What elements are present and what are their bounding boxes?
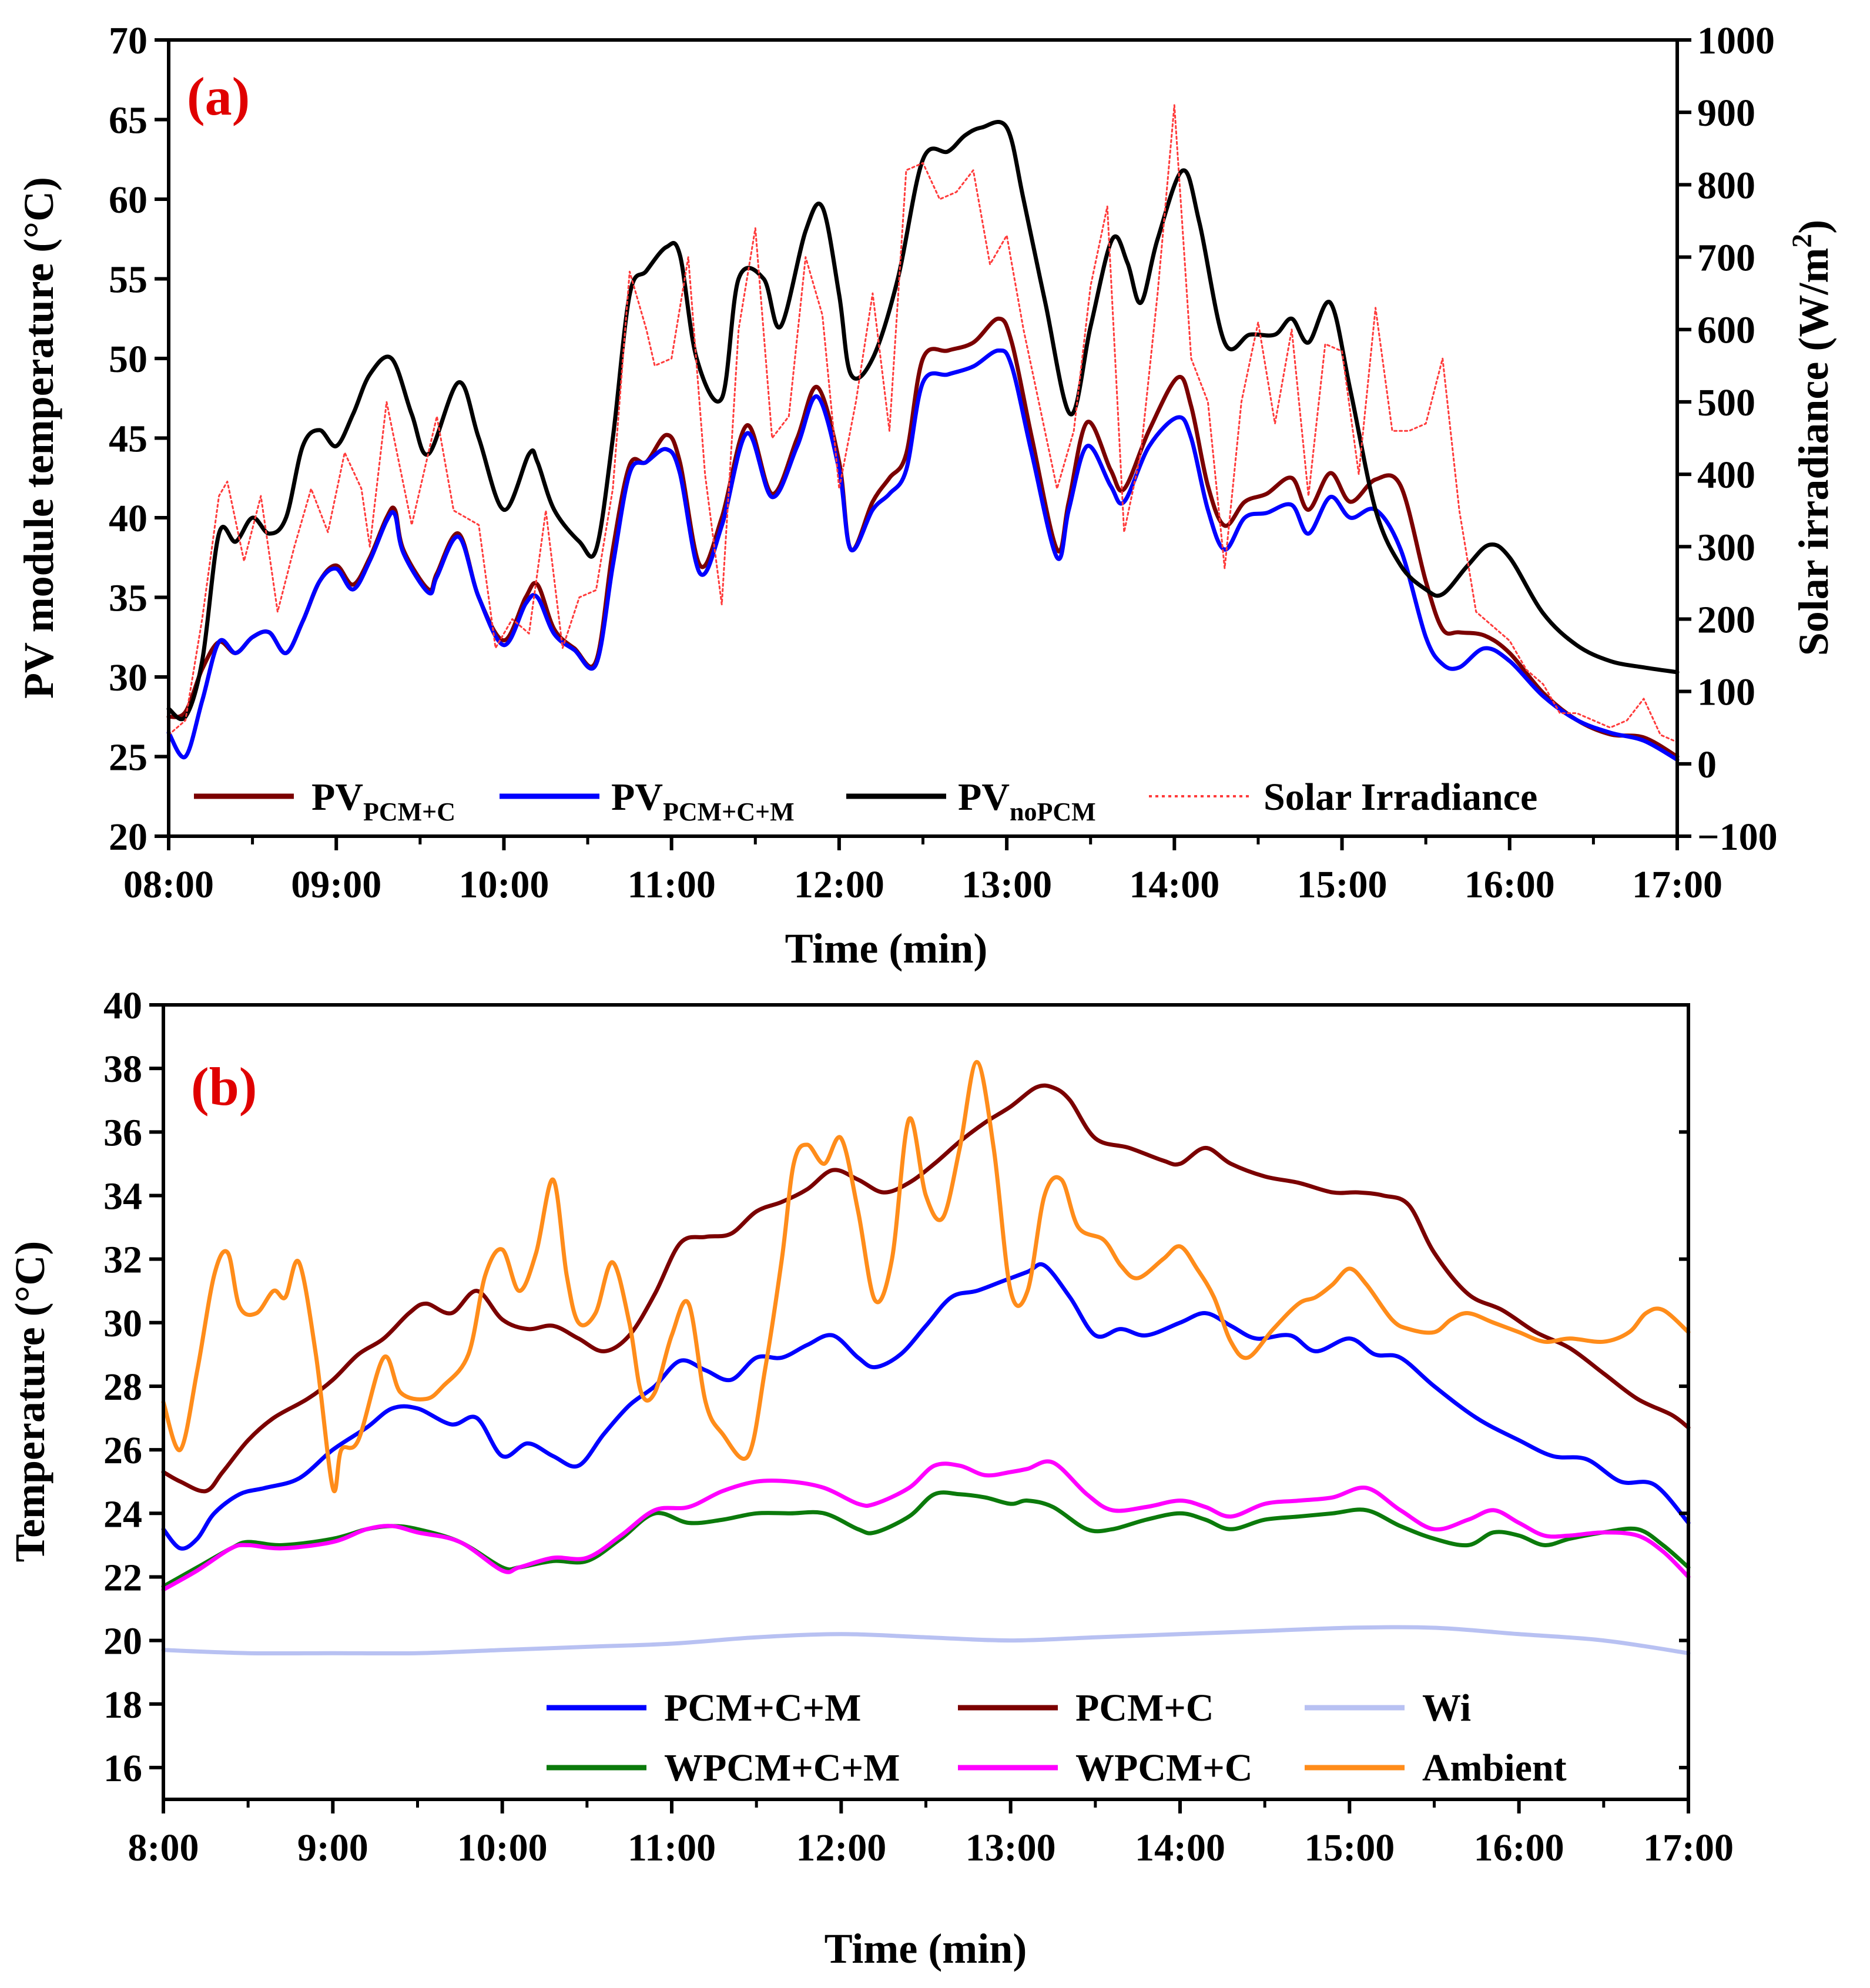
panel-a-y-tick-label: 55 bbox=[109, 259, 148, 301]
panel-b-y-tick-label: 38 bbox=[103, 1048, 142, 1091]
panel-b-y-tick-label: 24 bbox=[103, 1493, 142, 1536]
panel-b: 8:00 9:00 10:00 11:00 12:00 13:00 14:00 15:00 16… bbox=[6, 984, 1734, 1972]
legend-b-label-pcmc: PCM+C bbox=[1075, 1687, 1214, 1729]
panel-a-x-tick-label: 15:00 bbox=[1297, 863, 1388, 906]
panel-b-x-tick-label: 15:00 bbox=[1304, 1826, 1395, 1869]
panel-a-x-tick-label: 17:00 bbox=[1632, 863, 1722, 906]
panel-a-y-tick-label: 40 bbox=[109, 497, 148, 540]
panel-a-x-axis-label: Time (min) bbox=[785, 925, 988, 972]
panel-a-y2-tick-label: −100 bbox=[1697, 816, 1778, 859]
panel-b-x-tick-label: 13:00 bbox=[966, 1826, 1056, 1869]
legend-a-label-irradiance: Solar Irradiance bbox=[1264, 776, 1537, 819]
panel-a-y-tick-label: 50 bbox=[109, 338, 148, 381]
legend-a-label-pcmc: PVPCM+C bbox=[311, 776, 455, 826]
panel-b-x-tick-label: 8:00 bbox=[128, 1826, 199, 1869]
panel-a-series-pcmcm bbox=[166, 348, 1680, 762]
panel-a-y-tick-label: 20 bbox=[109, 816, 148, 859]
panel-b-y-tick-label: 36 bbox=[103, 1111, 142, 1154]
panel-a-legend: PVPCM+C PVPCM+C+M PVnoPCM Solar Irradian… bbox=[194, 776, 1537, 826]
panel-a-y2-tick-label: 800 bbox=[1697, 164, 1755, 207]
panel-a-y2-tick-label: 1000 bbox=[1697, 19, 1775, 62]
panel-b-x-axis-label: Time (min) bbox=[825, 1925, 1027, 1972]
panel-b-y-tick-label: 22 bbox=[103, 1556, 142, 1599]
panel-a-series-nopcm bbox=[166, 120, 1680, 722]
panel-a-y-tick-label: 25 bbox=[109, 736, 148, 779]
panel-a-x-tick-label: 10:00 bbox=[458, 863, 549, 906]
panel-a-label: (a) bbox=[187, 66, 250, 126]
panel-a-y-tick-label: 70 bbox=[109, 19, 148, 62]
legend-b-label-pcmcm: PCM+C+M bbox=[664, 1687, 861, 1729]
panel-a-y2-tick-label: 100 bbox=[1697, 671, 1755, 714]
panel-b-y-tick-label: 30 bbox=[103, 1302, 142, 1345]
panel-a-y2-tick-label: 500 bbox=[1697, 381, 1755, 424]
panel-b-y-tick-label: 16 bbox=[103, 1747, 142, 1790]
panel-a-x-tick-label: 11:00 bbox=[627, 863, 715, 906]
panel-b-y-tick-label: 40 bbox=[103, 984, 142, 1027]
panel-b-y-tick-label: 34 bbox=[103, 1175, 142, 1218]
panel-b-x-tick-label: 16:00 bbox=[1474, 1826, 1564, 1869]
panel-b-series-b_amb bbox=[161, 1060, 1691, 1494]
panel-b-frame bbox=[162, 1003, 1690, 1801]
panel-a-y2-tick-label: 200 bbox=[1697, 598, 1755, 641]
panel-b-x-tick-label: 9:00 bbox=[297, 1826, 368, 1869]
panel-b-label: (b) bbox=[191, 1057, 257, 1117]
panel-a: 08:00 09:00 10:00 11:00 12:00 13:00 14:00 15:00… bbox=[15, 19, 1837, 972]
panel-b-x-tick-label: 12:00 bbox=[796, 1826, 886, 1869]
panel-a-y2-tick-label: 0 bbox=[1697, 743, 1717, 786]
panel-b-series-b_wpcmc bbox=[161, 1459, 1691, 1592]
panel-a-y2-tick-label: 900 bbox=[1697, 92, 1755, 135]
panel-a-y-tick-label: 45 bbox=[109, 418, 148, 461]
legend-b-label-wi: Wi bbox=[1422, 1687, 1471, 1729]
panel-b-series-b_pcmcm bbox=[161, 1262, 1691, 1551]
panel-a-y-tick-label: 60 bbox=[109, 179, 148, 222]
panel-a-y2-tick-label: 400 bbox=[1697, 454, 1755, 497]
panel-b-x-tick-label: 14:00 bbox=[1135, 1826, 1225, 1869]
panel-a-ticks: 08:00 09:00 10:00 11:00 12:00 13:00 14:00 15:00… bbox=[109, 19, 1778, 906]
panel-a-y2-tick-label: 700 bbox=[1697, 237, 1755, 280]
panel-b-y-tick-label: 28 bbox=[103, 1366, 142, 1409]
panel-b-y-axis-label: Temperature (°C) bbox=[6, 1241, 53, 1563]
panel-a-x-tick-label: 08:00 bbox=[123, 863, 214, 906]
panel-a-x-tick-label: 12:00 bbox=[794, 863, 884, 906]
panel-a-x-tick-label: 16:00 bbox=[1465, 863, 1555, 906]
panel-b-series-b_wi bbox=[161, 1625, 1691, 1656]
panel-b-ticks: 8:00 9:00 10:00 11:00 12:00 13:00 14:00 15:00 16… bbox=[103, 984, 1734, 1869]
panel-a-y-axis-label: PV module temperature (°C) bbox=[15, 177, 62, 699]
panel-b-y-tick-label: 26 bbox=[103, 1429, 142, 1472]
panel-a-series-irr bbox=[167, 104, 1678, 743]
legend-a-label-pcmcm: PVPCM+C+M bbox=[611, 776, 795, 826]
legend-b-label-wpcmcm: WPCM+C+M bbox=[664, 1746, 900, 1789]
panel-a-plot-area bbox=[166, 104, 1680, 762]
legend-b-label-ambient: Ambient bbox=[1422, 1746, 1567, 1789]
panel-b-series-b_pcmc bbox=[161, 1083, 1691, 1494]
panel-a-y-tick-label: 30 bbox=[109, 656, 148, 699]
panel-a-x-tick-label: 09:00 bbox=[291, 863, 381, 906]
legend-b-label-wpcmc: WPCM+C bbox=[1075, 1746, 1253, 1789]
panel-a-y-tick-label: 65 bbox=[109, 99, 148, 142]
panel-b-series-b_wpcmcm bbox=[161, 1490, 1691, 1589]
panel-a-y-tick-label: 35 bbox=[109, 577, 148, 620]
panel-a-y2-axis-label: Solar irradiance (W/m2) bbox=[1787, 220, 1837, 656]
panel-b-y-tick-label: 18 bbox=[103, 1684, 142, 1726]
panel-b-plot-area bbox=[161, 1060, 1691, 1656]
panel-a-y2-tick-label: 300 bbox=[1697, 526, 1755, 569]
panel-a-x-tick-label: 13:00 bbox=[961, 863, 1052, 906]
panel-b-y-tick-label: 20 bbox=[103, 1620, 142, 1663]
panel-b-x-tick-label: 11:00 bbox=[628, 1826, 716, 1869]
panel-a-y2-tick-label: 600 bbox=[1697, 309, 1755, 352]
panel-b-x-tick-label: 10:00 bbox=[457, 1826, 548, 1869]
panel-a-x-tick-label: 14:00 bbox=[1129, 863, 1219, 906]
panel-b-y-tick-label: 32 bbox=[103, 1239, 142, 1282]
legend-a-label-nopcm: PVnoPCM bbox=[958, 776, 1096, 826]
panel-b-legend: PCM+C+M PCM+C Wi WPCM+C+M WPCM+C Ambient bbox=[547, 1687, 1567, 1789]
panel-b-x-tick-label: 17:00 bbox=[1643, 1826, 1734, 1869]
